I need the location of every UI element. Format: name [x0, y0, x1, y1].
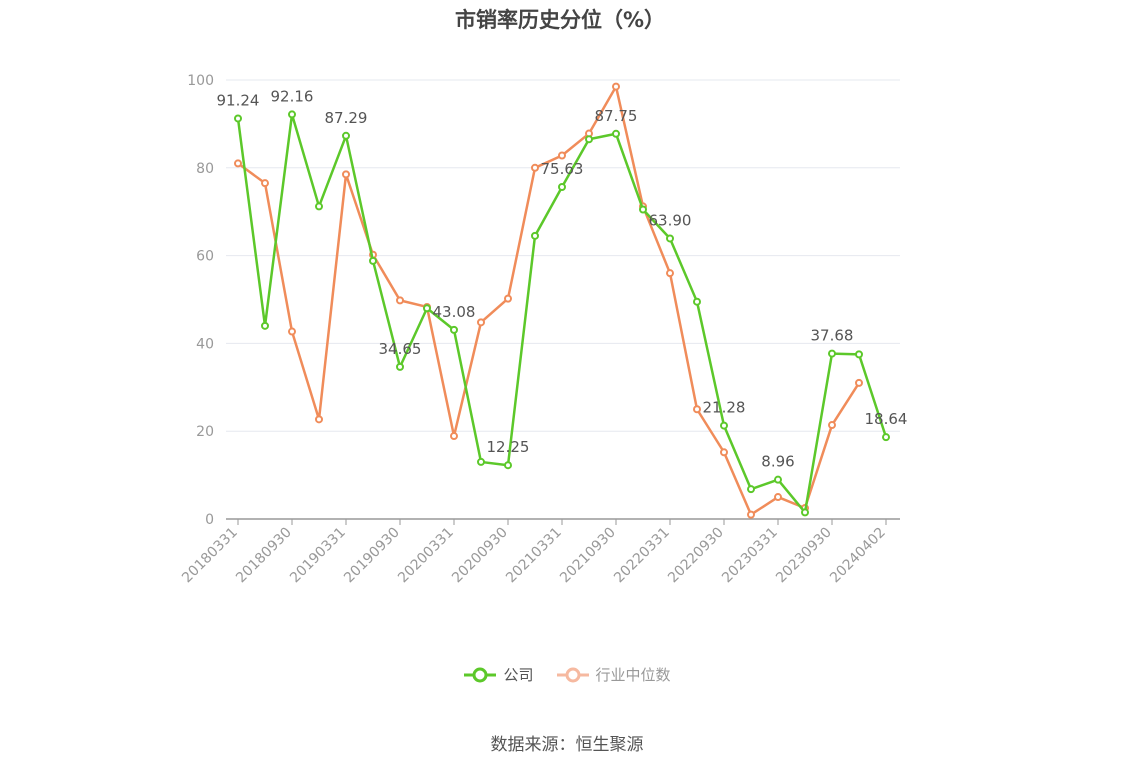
- data-label: 18.64: [865, 410, 908, 428]
- data-point-company: [261, 321, 269, 330]
- series-line-industry-median: [237, 85, 861, 516]
- x-tick-label: 20200930: [449, 525, 511, 587]
- data-point-industry-median: [315, 415, 323, 424]
- data-point-industry-median: [693, 405, 701, 414]
- data-label: 43.08: [433, 303, 476, 321]
- data-point-industry-median: [666, 269, 674, 278]
- data-point-industry-median: [828, 421, 836, 430]
- x-tick-label: 20190331: [287, 525, 349, 587]
- data-point-company: [234, 114, 242, 123]
- data-label: 8.96: [761, 453, 794, 471]
- data-point-industry-median: [234, 159, 242, 168]
- data-point-industry-median: [774, 493, 782, 502]
- data-point-company: [531, 231, 539, 240]
- x-tick-label: 20230331: [719, 525, 781, 587]
- data-point-company: [828, 349, 836, 358]
- x-tick-label: 20210930: [557, 525, 619, 587]
- x-tick-label: 20240402: [827, 525, 889, 587]
- data-point-company: [504, 461, 512, 470]
- x-tick-label: 20180930: [233, 525, 295, 587]
- data-point-company: [585, 135, 593, 144]
- data-point-company: [612, 129, 620, 138]
- x-tick-label: 20230930: [773, 525, 835, 587]
- data-point-company: [558, 182, 566, 191]
- data-point-industry-median: [720, 448, 728, 457]
- y-tick-label: 100: [187, 73, 214, 89]
- data-point-industry-median: [261, 179, 269, 188]
- data-point-industry-median: [558, 151, 566, 160]
- data-point-company: [396, 362, 404, 371]
- data-point-industry-median: [396, 296, 404, 305]
- data-point-industry-median: [747, 510, 755, 519]
- x-tick-label: 20180331: [179, 525, 241, 587]
- data-label: 87.29: [325, 109, 368, 127]
- data-point-industry-median: [612, 82, 620, 91]
- data-point-company: [423, 304, 431, 313]
- data-point-industry-median: [288, 327, 296, 336]
- legend-marker-industry-median-icon: [556, 667, 589, 682]
- data-point-company: [801, 508, 809, 517]
- data-point-industry-median: [855, 378, 863, 387]
- data-point-company: [369, 256, 377, 265]
- x-tick-label: 20220331: [611, 525, 673, 587]
- data-point-company: [774, 475, 782, 484]
- data-label: 75.63: [541, 160, 584, 178]
- data-point-company: [666, 234, 674, 243]
- chart-title: 市销率历史分位（%）: [454, 8, 666, 32]
- data-point-industry-median: [342, 170, 350, 179]
- x-tick-label: 20220930: [665, 525, 727, 587]
- data-label: 87.75: [595, 107, 638, 125]
- x-tick-label: 20200331: [395, 525, 457, 587]
- data-point-company: [639, 205, 647, 214]
- data-point-company: [720, 421, 728, 430]
- data-point-company: [693, 297, 701, 306]
- data-point-company: [855, 350, 863, 359]
- data-point-industry-median: [531, 163, 539, 172]
- legend-item-industry-median[interactable]: 行业中位数: [556, 664, 671, 685]
- data-point-company: [288, 110, 296, 119]
- data-label: 92.16: [271, 87, 314, 105]
- data-point-company: [315, 202, 323, 211]
- legend-marker-company-icon: [464, 667, 497, 682]
- data-source-note: 数据来源：恒生聚源: [490, 735, 644, 755]
- legend-item-company[interactable]: 公司: [463, 664, 534, 685]
- data-point-industry-median: [450, 432, 458, 441]
- legend-label-industry-median: 行业中位数: [595, 666, 671, 684]
- data-label: 63.90: [649, 211, 692, 229]
- x-tick-label: 20190930: [341, 525, 403, 587]
- data-label: 37.68: [811, 327, 854, 345]
- y-tick-label: 60: [196, 249, 214, 265]
- data-point-company: [342, 131, 350, 140]
- legend-label-company: 公司: [503, 666, 534, 684]
- data-label: 12.25: [487, 438, 530, 456]
- data-label: 91.24: [217, 91, 260, 109]
- y-tick-label: 80: [196, 161, 214, 177]
- x-tick-label: 20210331: [503, 525, 565, 587]
- data-point-industry-median: [504, 294, 512, 303]
- data-point-industry-median: [477, 318, 485, 327]
- data-point-company: [477, 457, 485, 466]
- data-point-company: [450, 325, 458, 334]
- y-tick-label: 40: [196, 336, 214, 352]
- data-label: 34.65: [379, 340, 422, 358]
- y-tick-label: 0: [205, 512, 214, 528]
- data-point-company: [747, 485, 755, 494]
- y-tick-label: 20: [196, 424, 214, 440]
- data-label: 21.28: [703, 399, 746, 417]
- data-point-company: [882, 433, 890, 442]
- chart-legend: 公司 行业中位数: [0, 664, 1134, 685]
